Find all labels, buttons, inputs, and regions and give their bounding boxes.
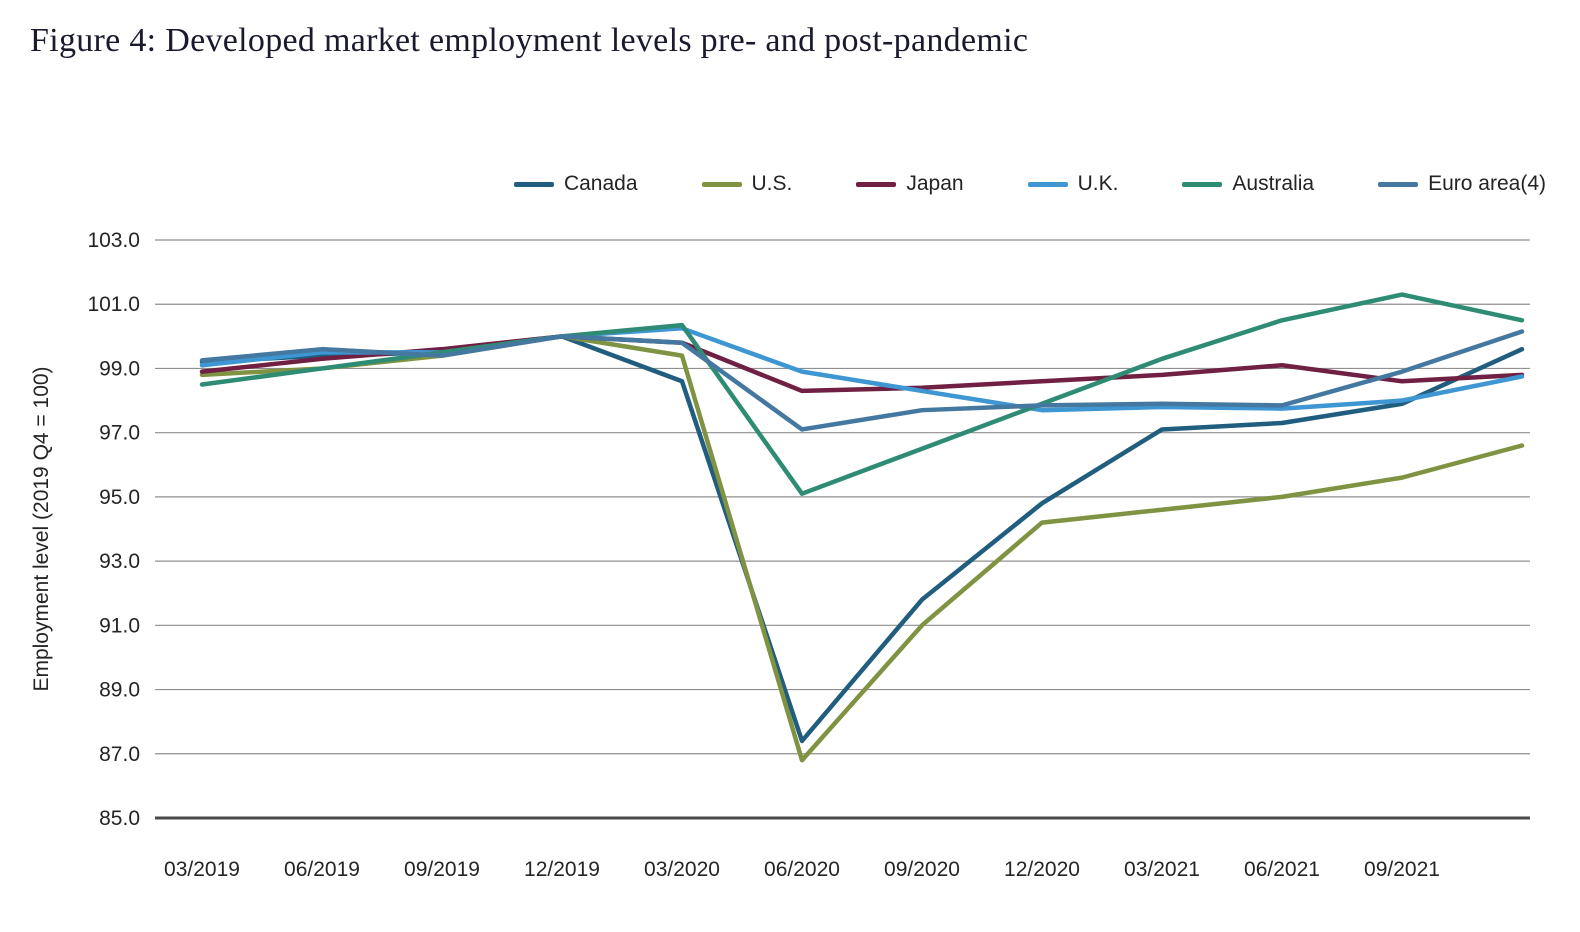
y-tick-label: 103.0	[87, 229, 140, 252]
series-line-euro-area-4	[199, 329, 1525, 432]
y-tick-label: 99.0	[99, 357, 140, 380]
legend-label-australia: Australia	[1232, 172, 1315, 195]
legend-item-euro-area-4: Euro area(4)	[1378, 172, 1546, 196]
legend-label-euro-area-4: Euro area(4)	[1428, 172, 1546, 195]
legend-swatch-australia	[1182, 181, 1223, 187]
y-tick-label: 87.0	[99, 743, 140, 766]
x-tick-label: 12/2020	[1004, 858, 1080, 881]
y-tick-label: 89.0	[99, 679, 140, 702]
x-tick-label: 12/2019	[524, 858, 600, 881]
chart-legend: Canada U.S. Japan U.K. Australia Euro area(4)	[0, 172, 1546, 196]
x-tick-label: 03/2021	[1124, 858, 1200, 881]
legend-label-canada: Canada	[563, 172, 638, 195]
series-line-canada	[199, 334, 1525, 744]
legend-label-japan: Japan	[906, 172, 964, 195]
y-tick-label: 85.0	[99, 807, 140, 830]
y-tick-label: 91.0	[99, 614, 140, 637]
legend-item-australia: Australia	[1182, 172, 1314, 196]
legend-label-u-s: U.S.	[751, 172, 793, 195]
legend-swatch-canada	[513, 181, 554, 187]
x-tick-label: 06/2019	[284, 858, 360, 881]
x-tick-label: 03/2020	[644, 858, 720, 881]
y-tick-label: 97.0	[99, 422, 140, 445]
y-tick-label: 101.0	[87, 293, 140, 316]
legend-item-canada: Canada	[513, 172, 638, 196]
x-tick-label: 06/2020	[764, 858, 840, 881]
series-line-u-s	[199, 334, 1525, 763]
x-tick-label: 03/2019	[164, 858, 240, 881]
x-tick-label: 09/2020	[884, 858, 960, 881]
x-tick-label: 09/2021	[1364, 858, 1440, 881]
x-tick-label: 06/2021	[1244, 858, 1320, 881]
legend-swatch-u-k	[1027, 181, 1068, 187]
legend-item-u-s: U.S.	[701, 172, 793, 196]
legend-swatch-euro-area-4	[1378, 181, 1419, 187]
legend-item-japan: Japan	[856, 172, 964, 196]
y-tick-label: 95.0	[99, 486, 140, 509]
legend-swatch-japan	[856, 181, 897, 187]
figure-title: Figure 4: Developed market employment le…	[30, 22, 1029, 59]
y-tick-label: 93.0	[99, 550, 140, 573]
legend-item-u-k: U.K.	[1027, 172, 1119, 196]
x-tick-label: 09/2019	[404, 858, 480, 881]
legend-swatch-u-s	[701, 181, 742, 187]
legend-label-u-k: U.K.	[1077, 172, 1119, 195]
